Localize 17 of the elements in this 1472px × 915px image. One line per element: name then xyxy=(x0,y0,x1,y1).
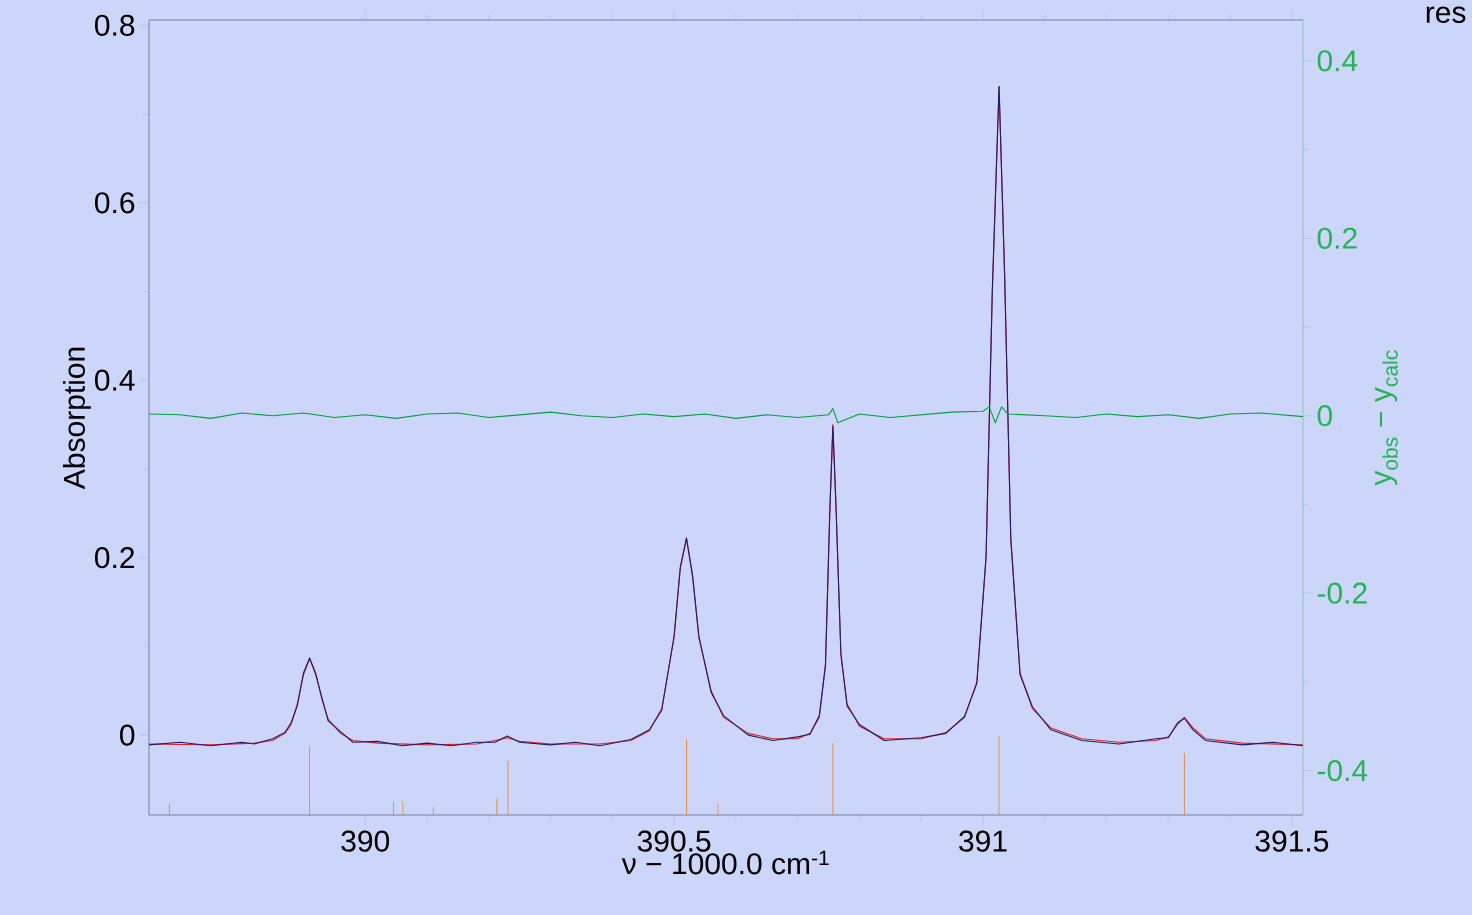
y2-tick-label: -0.2 xyxy=(1317,582,1367,604)
x-tick-label: 391.5 xyxy=(1255,830,1329,852)
y-axis-title: Absorption xyxy=(62,347,91,490)
y2-axis-title: y$_{obs}$ − y$_{calc}$ xyxy=(1375,350,1398,486)
y2-tick-label: 0.4 xyxy=(1317,50,1358,72)
y-tick-label: 0.8 xyxy=(95,14,135,36)
y-tick-label: 0.6 xyxy=(95,192,135,214)
x-tick-label: 391 xyxy=(959,830,1007,852)
y2-tick-label: 0.2 xyxy=(1317,227,1357,249)
x-tick-label: 390.5 xyxy=(637,830,711,852)
x-tick-label: 390 xyxy=(341,830,390,852)
y-tick-label: 0 xyxy=(120,724,135,746)
y2-tick-label: 0 xyxy=(1317,405,1332,427)
text: res xyxy=(1426,6,1466,23)
y2-tick-label: -0.4 xyxy=(1317,759,1368,782)
y-tick-label: 0.4 xyxy=(95,369,135,391)
y-tick-label: 0.2 xyxy=(95,547,135,569)
